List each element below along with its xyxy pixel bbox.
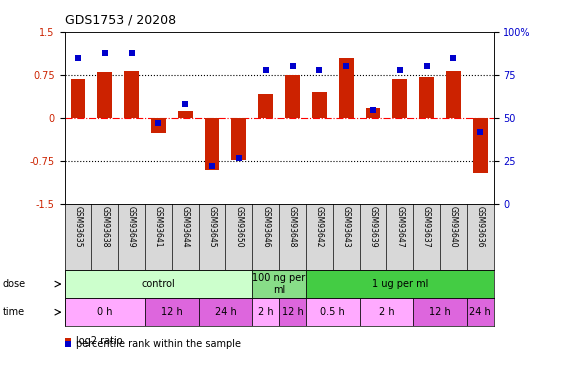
Point xyxy=(208,164,217,170)
Bar xyxy=(446,71,461,118)
Point xyxy=(476,129,485,135)
Text: 24 h: 24 h xyxy=(214,307,236,317)
Text: 1 ug per ml: 1 ug per ml xyxy=(371,279,428,289)
Point xyxy=(181,101,190,107)
Bar xyxy=(65,298,145,326)
Point xyxy=(73,55,82,61)
Bar xyxy=(178,111,192,118)
Bar xyxy=(258,94,273,118)
Point xyxy=(396,67,404,73)
Text: GSM93642: GSM93642 xyxy=(315,206,324,248)
Text: log2 ratio: log2 ratio xyxy=(76,336,122,346)
Point xyxy=(127,50,136,55)
Bar xyxy=(413,298,467,326)
Bar xyxy=(360,298,413,326)
Text: GSM93648: GSM93648 xyxy=(288,206,297,248)
Point xyxy=(342,63,351,69)
Text: 0 h: 0 h xyxy=(97,307,113,317)
Bar xyxy=(232,118,246,159)
Text: GSM93646: GSM93646 xyxy=(261,206,270,248)
Point xyxy=(369,106,378,112)
Bar xyxy=(151,118,165,132)
Text: 12 h: 12 h xyxy=(161,307,183,317)
Text: GSM93650: GSM93650 xyxy=(234,206,243,248)
Point xyxy=(449,55,458,61)
Text: dose: dose xyxy=(3,279,26,289)
Text: GSM93635: GSM93635 xyxy=(73,206,82,248)
Bar xyxy=(393,79,407,118)
Text: time: time xyxy=(3,307,25,317)
Text: 0.5 h: 0.5 h xyxy=(320,307,345,317)
Bar xyxy=(312,92,327,118)
Bar xyxy=(98,72,112,118)
Bar xyxy=(145,298,199,326)
Text: GSM93644: GSM93644 xyxy=(181,206,190,248)
Text: GSM93637: GSM93637 xyxy=(422,206,431,248)
Text: GSM93636: GSM93636 xyxy=(476,206,485,248)
Text: GSM93640: GSM93640 xyxy=(449,206,458,248)
Bar xyxy=(71,79,85,118)
Bar xyxy=(473,118,488,173)
Text: GSM93645: GSM93645 xyxy=(208,206,217,248)
Bar xyxy=(467,298,494,326)
Bar xyxy=(419,77,434,118)
Text: 24 h: 24 h xyxy=(470,307,491,317)
Bar xyxy=(306,270,494,298)
Text: GSM93639: GSM93639 xyxy=(369,206,378,248)
Point xyxy=(100,50,109,55)
Text: control: control xyxy=(141,279,175,289)
Text: 100 ng per
ml: 100 ng per ml xyxy=(252,273,306,295)
Bar xyxy=(339,58,353,118)
Text: GSM93649: GSM93649 xyxy=(127,206,136,248)
Text: GSM93638: GSM93638 xyxy=(100,206,109,248)
Bar xyxy=(199,298,252,326)
Point xyxy=(315,67,324,73)
Text: 2 h: 2 h xyxy=(258,307,274,317)
Point xyxy=(154,120,163,126)
Bar xyxy=(252,298,279,326)
Bar xyxy=(205,118,219,170)
Text: GSM93641: GSM93641 xyxy=(154,206,163,248)
Text: 12 h: 12 h xyxy=(429,307,451,317)
Bar xyxy=(124,71,139,118)
Bar xyxy=(366,108,380,118)
Bar xyxy=(252,270,306,298)
Text: GSM93647: GSM93647 xyxy=(396,206,404,248)
Bar xyxy=(306,298,360,326)
Text: 12 h: 12 h xyxy=(282,307,304,317)
Point xyxy=(234,155,243,161)
Bar xyxy=(65,270,252,298)
Point xyxy=(422,63,431,69)
Bar xyxy=(285,75,300,118)
Text: GDS1753 / 20208: GDS1753 / 20208 xyxy=(65,13,176,26)
Text: percentile rank within the sample: percentile rank within the sample xyxy=(76,339,241,349)
Bar xyxy=(279,298,306,326)
Text: 2 h: 2 h xyxy=(379,307,394,317)
Point xyxy=(288,63,297,69)
Text: GSM93643: GSM93643 xyxy=(342,206,351,248)
Point xyxy=(261,67,270,73)
